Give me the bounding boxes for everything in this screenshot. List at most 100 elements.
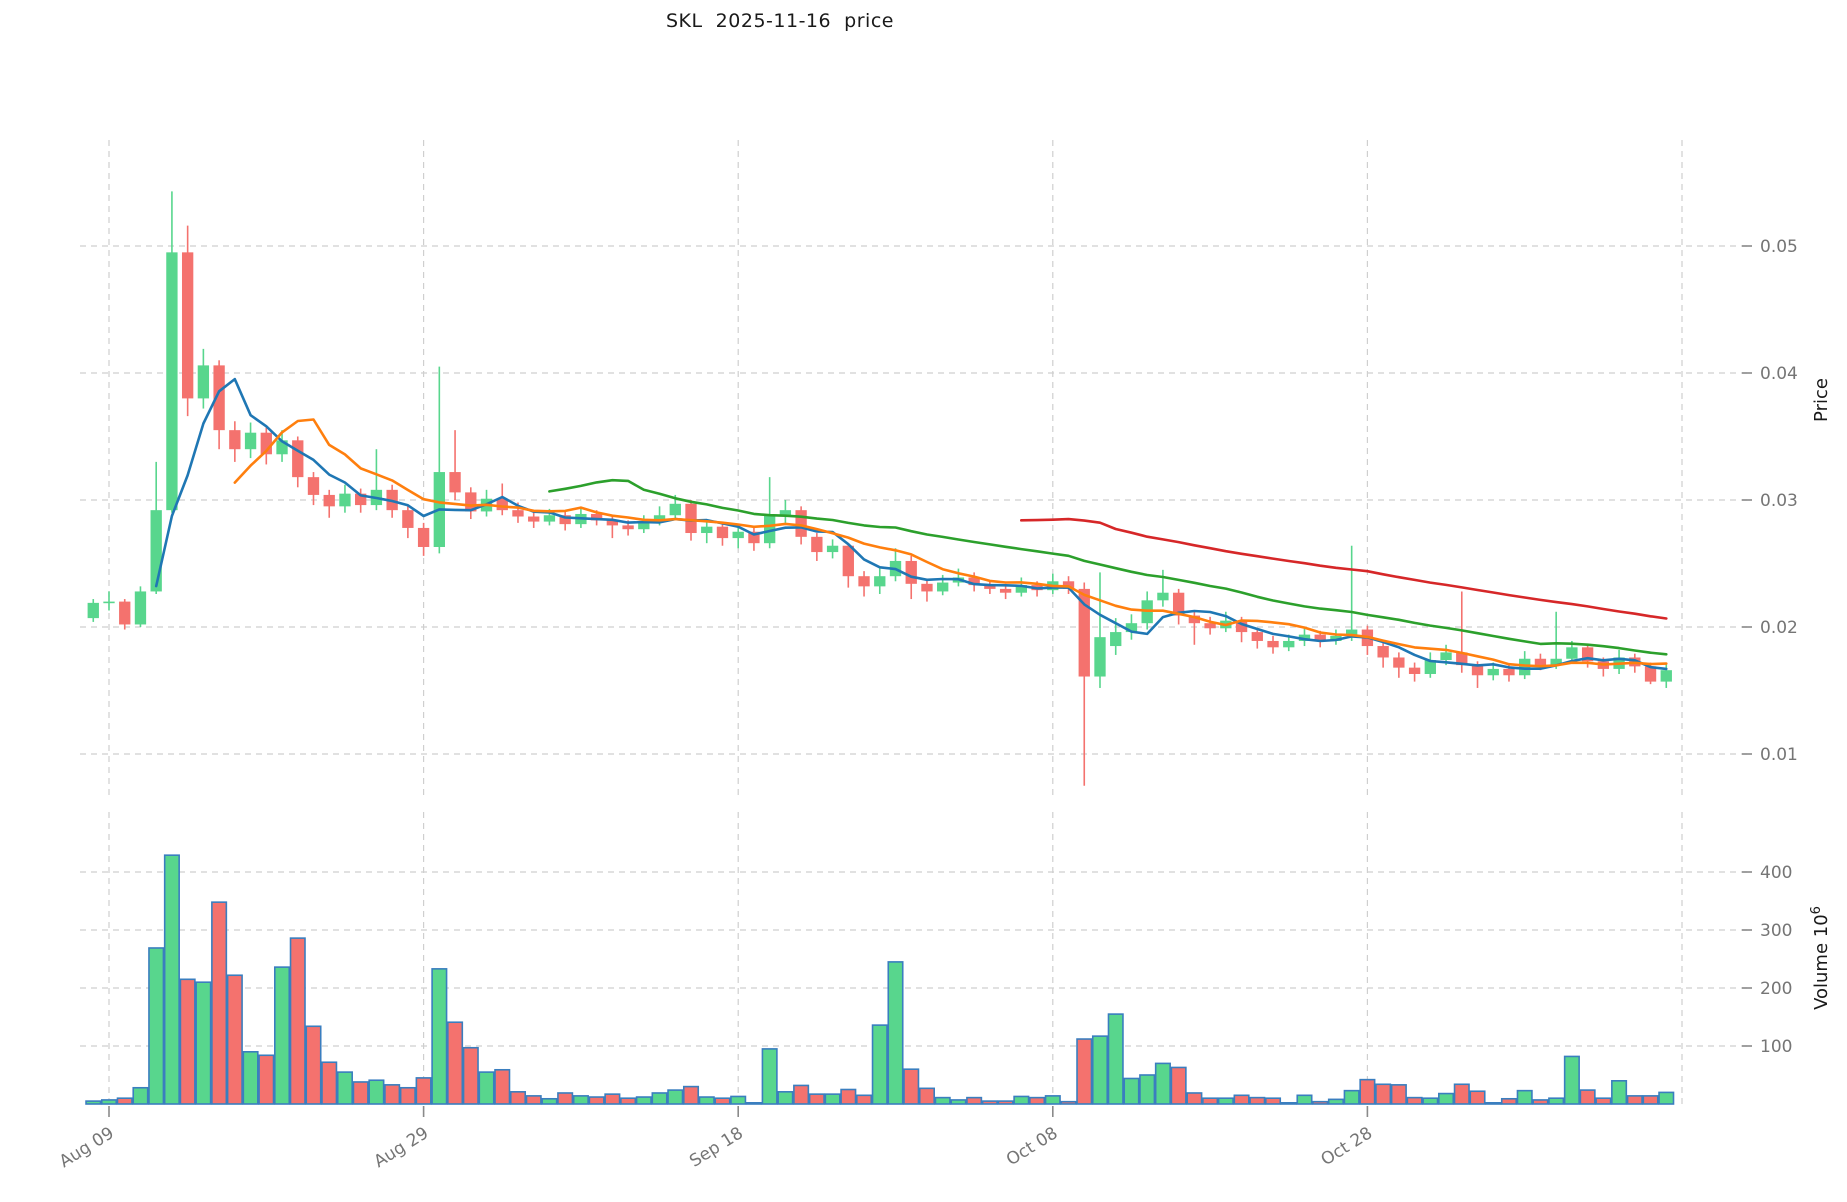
- volume-bar: [1076, 1038, 1093, 1105]
- candle-body: [417, 527, 430, 547]
- candle-body: [559, 515, 571, 525]
- volume-bar: [1642, 1095, 1659, 1105]
- price-tick-label: 0.04: [1760, 364, 1798, 384]
- volume-bar: [1327, 1098, 1344, 1105]
- volume-bar: [1359, 1078, 1376, 1105]
- candle-body: [811, 536, 823, 553]
- price-tick-label: 0.05: [1760, 237, 1798, 257]
- candle-body: [528, 516, 540, 522]
- candle-body: [197, 365, 210, 399]
- candle-body: [1298, 634, 1311, 641]
- candle-body: [842, 545, 854, 577]
- volume-bar: [620, 1097, 637, 1105]
- candle-body: [1251, 632, 1263, 641]
- volume-bar: [431, 968, 448, 1105]
- ma-line-sma10: [233, 418, 1668, 668]
- volume-bar: [840, 1088, 857, 1105]
- volume-bar: [226, 974, 243, 1105]
- candle-wicks-layer: [92, 191, 1668, 786]
- candle-body: [244, 432, 257, 450]
- volume-bar: [981, 1100, 998, 1105]
- candle-body: [669, 503, 681, 516]
- volume-bar: [509, 1091, 527, 1105]
- candle-body: [1566, 647, 1578, 659]
- date-tick-label: Oct 08: [1003, 1123, 1061, 1170]
- candle-body: [606, 520, 619, 526]
- price-tick-label: 0.01: [1760, 745, 1798, 765]
- volume-bar: [1532, 1099, 1549, 1105]
- candle-body: [1172, 592, 1185, 616]
- volume-bar: [179, 978, 196, 1105]
- volume-bar: [1343, 1089, 1360, 1105]
- candle-bodies-layer: [87, 252, 1672, 682]
- volume-tick-label: 100: [1760, 1037, 1792, 1057]
- volume-bar: [352, 1081, 369, 1105]
- candle-body: [1235, 620, 1248, 633]
- candle-body: [1660, 670, 1672, 682]
- candle-body: [1408, 667, 1421, 674]
- volume-bar: [1217, 1097, 1234, 1105]
- candle-body: [653, 515, 666, 522]
- volume-bar: [1091, 1035, 1109, 1105]
- candle-body: [1157, 592, 1169, 601]
- volume-bar: [761, 1048, 778, 1105]
- volume-bar: [1485, 1102, 1502, 1105]
- volume-bar: [1170, 1066, 1187, 1105]
- candle-body: [1644, 666, 1657, 682]
- volume-bar: [1563, 1055, 1580, 1105]
- volume-bar: [116, 1097, 133, 1105]
- volume-bar: [1044, 1095, 1061, 1105]
- volume-bar: [745, 1102, 762, 1105]
- volume-bar: [148, 947, 165, 1105]
- volume-bar: [478, 1071, 495, 1105]
- candle-body: [512, 510, 524, 517]
- volume-bar: [494, 1068, 511, 1105]
- candle-body: [921, 583, 933, 592]
- volume-bar: [1154, 1062, 1171, 1105]
- candle-body: [1015, 585, 1028, 593]
- volume-bar: [195, 981, 212, 1105]
- volume-bar: [777, 1091, 794, 1105]
- volume-bar: [698, 1096, 715, 1105]
- candle-body: [134, 591, 147, 625]
- volume-bar: [1249, 1096, 1266, 1105]
- volume-bar: [1453, 1083, 1470, 1105]
- candle-body: [402, 510, 414, 528]
- volume-bar: [651, 1092, 668, 1105]
- candle-body: [1094, 637, 1106, 677]
- candle-body: [1534, 658, 1547, 666]
- candle-body: [1456, 652, 1468, 666]
- volume-bar: [730, 1095, 747, 1105]
- candle-body: [181, 252, 194, 399]
- candle-body: [732, 531, 744, 539]
- candle-body: [292, 440, 304, 478]
- gridlines-layer: [80, 140, 1748, 1106]
- candle-body: [276, 440, 288, 455]
- candle-body: [701, 526, 713, 534]
- candle-body: [449, 472, 461, 493]
- volume-bar: [1611, 1080, 1628, 1105]
- volume-bar: [1469, 1090, 1486, 1105]
- candle-body: [1393, 657, 1405, 668]
- volume-bar: [887, 961, 904, 1105]
- volume-bar: [462, 1046, 479, 1105]
- candle-body: [260, 432, 272, 455]
- moving-averages-layer: [154, 377, 1668, 671]
- volume-bar: [525, 1095, 542, 1105]
- volume-bar: [1202, 1097, 1219, 1105]
- volume-bar: [1516, 1089, 1533, 1105]
- volume-bar: [1233, 1094, 1250, 1105]
- volume-bar: [903, 1068, 920, 1105]
- candle-body: [622, 525, 634, 530]
- candle-body: [826, 545, 839, 553]
- candle-body: [1519, 658, 1531, 676]
- volume-bar: [1548, 1097, 1565, 1105]
- candle-body: [1424, 660, 1436, 674]
- candle-body: [779, 510, 792, 516]
- volume-bar: [447, 1021, 464, 1105]
- candle-body: [323, 494, 335, 507]
- volume-bar: [1123, 1077, 1140, 1105]
- volume-bar: [273, 966, 291, 1105]
- chart-title: SKL 2025-11-16 price: [666, 10, 894, 32]
- volume-bar: [966, 1096, 983, 1105]
